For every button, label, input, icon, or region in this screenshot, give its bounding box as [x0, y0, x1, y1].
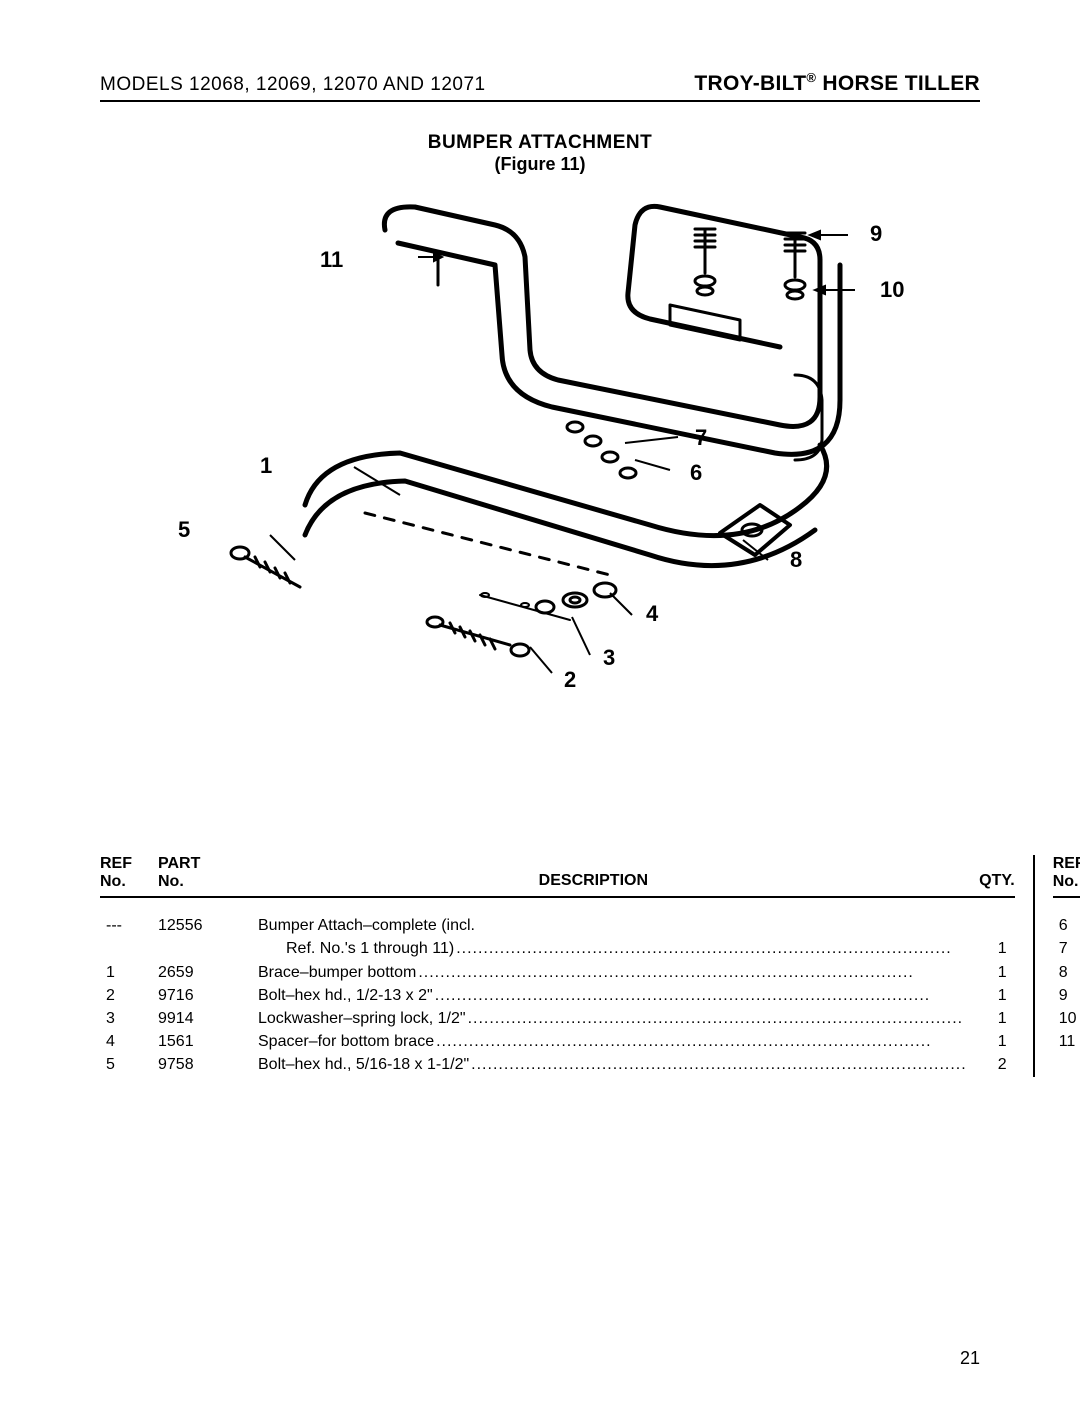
cell-desc: Bolt–hex hd., 5/16-18 x 1-1/2" [258, 1053, 967, 1076]
table-row: ---12556Bumper Attach–complete (incl. [100, 914, 1015, 937]
cell-ref: 3 [100, 1007, 158, 1030]
cell-ref: 4 [100, 1030, 158, 1053]
callout-11: 11 [320, 247, 343, 273]
cell-qty: 2 [967, 1053, 1015, 1076]
hdr-desc: DESCRIPTION [220, 855, 967, 890]
cell-part: 12556 [158, 914, 258, 937]
callout-1: 1 [260, 453, 272, 479]
models-text: MODELS 12068, 12069, 12070 AND 12071 [100, 74, 486, 96]
cell-desc: Bolt–hex hd., 1/2-13 x 2" [258, 984, 967, 1007]
cell-part: 9716 [158, 984, 258, 1007]
table-row: 29716Bolt–hex hd., 1/2-13 x 2"1 [100, 984, 1015, 1007]
cell-qty: 1 [967, 1007, 1015, 1030]
cell-ref: 6 [1053, 914, 1080, 937]
cell-part: 1561 [158, 1030, 258, 1053]
parts-col-right: REF No. PART No. DESCRIPTION QTY. 69912L… [1035, 855, 1080, 1077]
cell-desc: Bumper Attach–complete (incl. [258, 914, 967, 937]
cell-ref: 11 [1053, 1030, 1080, 1053]
cell-qty: 1 [967, 984, 1015, 1007]
table-row: 81909088010Bumper–wrap around1 [1053, 961, 1080, 984]
cell-ref: 10 [1053, 1007, 1080, 1030]
cell-desc: Ref. No.'s 1 through 11) [258, 937, 967, 960]
product-name: HORSE TILLER [816, 72, 980, 95]
table-row: 39914Lockwasher–spring lock, 1/2"1 [100, 1007, 1015, 1030]
brand-name: TROY-BILT [694, 72, 806, 95]
table-row: 79801Nut–hex, 5/16"-182 [1053, 937, 1080, 960]
cell-desc: Spacer–for bottom brace [258, 1030, 967, 1053]
cell-qty [967, 914, 1015, 937]
cell-ref: 8 [1053, 961, 1080, 984]
hdr-part: PART No. [158, 855, 220, 890]
callout-2: 2 [564, 667, 576, 693]
reg-mark: ® [806, 70, 816, 85]
parts-tables: REF No. PART No. DESCRIPTION QTY. ---125… [100, 855, 980, 1077]
cell-qty: 1 [967, 937, 1015, 960]
callout-8: 8 [790, 547, 802, 573]
left-table-body: ---12556Bumper Attach–complete (incl.Ref… [100, 914, 1015, 1076]
cell-part: 9758 [158, 1053, 258, 1076]
cell-qty: 1 [967, 1030, 1015, 1053]
cell-ref: 9 [1053, 984, 1080, 1007]
cell-ref: --- [100, 914, 158, 937]
table-row: 99710Bolt–hex hd., 3/8-16 x 1"2 [1053, 984, 1080, 1007]
callout-6: 6 [690, 460, 702, 486]
table-row: 41561Spacer–for bottom brace1 [100, 1030, 1015, 1053]
cell-ref: 7 [1053, 937, 1080, 960]
hdr-qty: QTY. [967, 855, 1015, 890]
table-header-left: REF No. PART No. DESCRIPTION QTY. [100, 855, 1015, 898]
figure-title-sub: (Figure 11) [100, 154, 980, 175]
cell-part [158, 937, 258, 960]
callout-4: 4 [646, 601, 658, 627]
table-header-right: REF No. PART No. DESCRIPTION QTY. [1053, 855, 1080, 898]
cell-desc: Brace–bumper bottom [258, 961, 967, 984]
cell-desc: Lockwasher–spring lock, 1/2" [258, 1007, 967, 1030]
cell-ref [100, 937, 158, 960]
brand-text: TROY-BILT® HORSE TILLER [694, 70, 980, 96]
cell-ref: 1 [100, 961, 158, 984]
table-row: 109913Lockwasher–spring lock, 3/8"2 [1053, 1007, 1080, 1030]
figure-title-main: BUMPER ATTACHMENT [100, 132, 980, 154]
callout-3: 3 [603, 645, 615, 671]
table-row: 59758Bolt–hex hd., 5/16-18 x 1-1/2"2 [100, 1053, 1015, 1076]
hdr-ref: REF No. [100, 855, 158, 890]
right-table-body: 69912Lockwasher–spring lock, 5/16"279801… [1053, 914, 1080, 1053]
page-header: MODELS 12068, 12069, 12070 AND 12071 TRO… [100, 70, 980, 102]
figure-title: BUMPER ATTACHMENT (Figure 11) [100, 132, 980, 175]
bumper-diagram-svg [180, 195, 900, 695]
callout-5: 5 [178, 517, 190, 543]
cell-ref: 2 [100, 984, 158, 1007]
diagram: 11 9 10 1 5 7 6 8 4 3 2 [100, 195, 980, 735]
cell-ref: 5 [100, 1053, 158, 1076]
table-row: 69912Lockwasher–spring lock, 5/16"2 [1053, 914, 1080, 937]
callout-10: 10 [880, 277, 904, 303]
parts-col-left: REF No. PART No. DESCRIPTION QTY. ---125… [100, 855, 1035, 1077]
hdr-ref: REF No. [1053, 855, 1080, 890]
cell-part: 9914 [158, 1007, 258, 1030]
cell-qty: 1 [967, 961, 1015, 984]
callout-7: 7 [695, 425, 707, 451]
callout-9: 9 [870, 221, 882, 247]
table-row: 111148Decal–for bumper1 [1053, 1030, 1080, 1053]
table-row: 12659Brace–bumper bottom1 [100, 961, 1015, 984]
table-row: Ref. No.'s 1 through 11)1 [100, 937, 1015, 960]
cell-part: 2659 [158, 961, 258, 984]
page-number: 21 [960, 1348, 980, 1369]
